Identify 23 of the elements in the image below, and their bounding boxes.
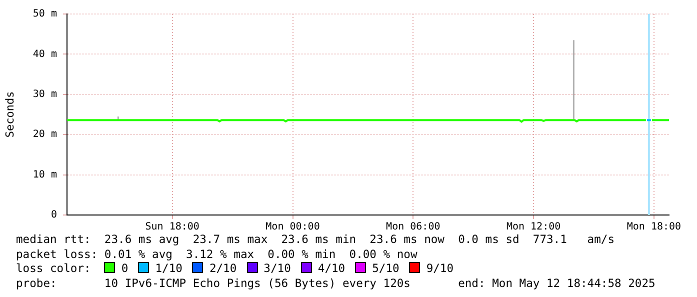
text: median rtt: 23.6 ms avg 23.7 ms max 23.6 ms min 23.6 ms now 0.0 ms sd 773.1 am/s bbox=[16, 233, 616, 248]
legend-label: 9/10 bbox=[426, 262, 454, 275]
y-tick-label: 20 m bbox=[32, 129, 57, 140]
legend-label: 5/10 bbox=[372, 262, 400, 275]
y-tick-label: 50 m bbox=[32, 8, 57, 20]
legend-label: 1/10 bbox=[155, 262, 182, 275]
x-tick-label: Mon 00:00 bbox=[266, 222, 320, 233]
y-axis-title: Seconds bbox=[3, 91, 16, 138]
legend-title: loss color: bbox=[16, 262, 92, 275]
y-tick-label: 0 bbox=[50, 210, 57, 221]
text: probe: 10 IPv6-ICMP Echo Pings (56 Bytes) every 120s end: Mon May 12 18:44:58 2025 bbox=[16, 276, 656, 291]
x-tick-label: Mon 12:00 bbox=[506, 222, 561, 233]
y-tick-label: 10 m bbox=[32, 169, 57, 180]
x-tick-label: Mon 06:00 bbox=[386, 222, 440, 233]
y-tick-label: 40 m bbox=[32, 48, 57, 60]
legend-label: 2/10 bbox=[209, 262, 237, 275]
text: packet loss: 0.01 % avg 3.12 % max 0.00 % min 0.00 % now bbox=[16, 248, 418, 262]
legend-label: 0 bbox=[121, 262, 128, 275]
x-tick-label: Sun 18:00 bbox=[145, 222, 200, 233]
legend-label: 4/10 bbox=[318, 262, 346, 275]
x-tick-label: Mon 18:00 bbox=[626, 222, 682, 233]
y-tick-label: 30 m bbox=[32, 88, 57, 100]
legend-label: 3/10 bbox=[264, 262, 291, 275]
